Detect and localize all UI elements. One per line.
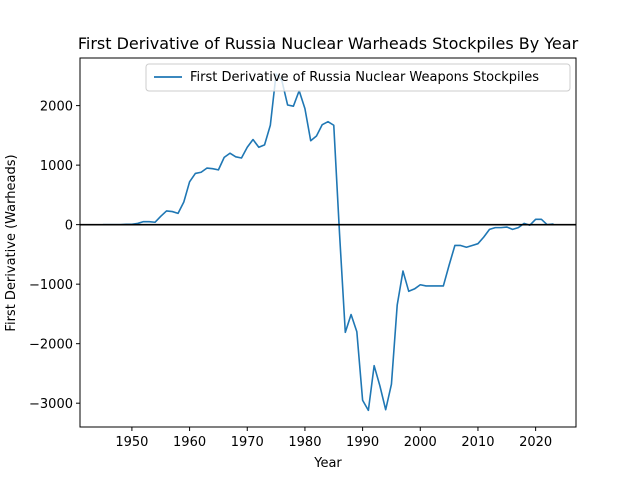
x-tick-label: 1960 — [173, 435, 206, 450]
x-tick-label: 2000 — [404, 435, 437, 450]
legend: First Derivative of Russia Nuclear Weapo… — [145, 63, 571, 92]
plot-frame — [79, 57, 577, 428]
x-tick-label: 1980 — [288, 435, 321, 450]
y-tick-label: 2000 — [40, 100, 73, 115]
y-tick-label: 0 — [65, 219, 73, 234]
x-tick-label: 1950 — [115, 435, 148, 450]
x-tick-label: 2010 — [461, 435, 494, 450]
x-tick-label: 1970 — [231, 435, 264, 450]
y-axis-label: First Derivative (Warheads) — [4, 154, 19, 331]
y-tick-label: −3000 — [29, 397, 73, 412]
x-axis: 1950 1960 1970 1980 1990 2000 2010 2020 — [115, 427, 552, 450]
x-axis-label: Year — [313, 456, 342, 471]
y-tick-label: −1000 — [29, 278, 73, 293]
y-axis: −3000 −2000 −1000 0 1000 2000 — [29, 100, 80, 412]
legend-box — [145, 63, 571, 92]
plot-area — [80, 73, 576, 412]
legend-label: First Derivative of Russia Nuclear Weapo… — [190, 70, 539, 85]
y-tick-label: 1000 — [40, 159, 73, 174]
chart-title: First Derivative of Russia Nuclear Warhe… — [78, 34, 579, 53]
x-tick-label: 1990 — [346, 435, 379, 450]
x-tick-label: 2020 — [519, 435, 552, 450]
y-tick-label: −2000 — [29, 338, 73, 353]
data-series-line — [102, 73, 554, 412]
